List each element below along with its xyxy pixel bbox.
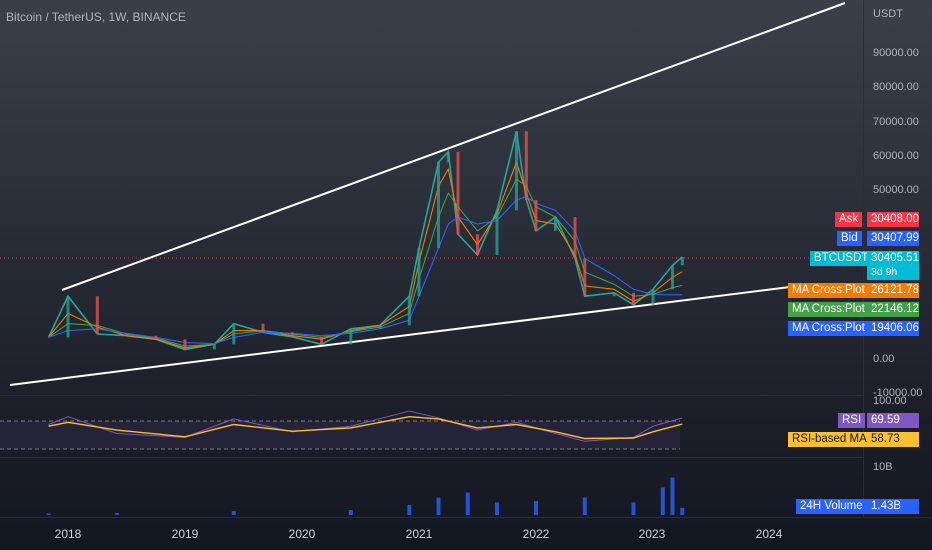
rsi-line bbox=[48, 410, 683, 442]
candle bbox=[534, 200, 538, 231]
bid-value: 30407.99 bbox=[867, 231, 919, 246]
candle bbox=[125, 334, 128, 336]
rsi-pane[interactable] bbox=[48, 410, 683, 442]
volume-pane[interactable] bbox=[46, 477, 685, 516]
candle bbox=[632, 292, 635, 305]
lower-trendline[interactable] bbox=[9, 286, 791, 386]
volume-bar bbox=[407, 505, 412, 515]
price-tick-label: 90000.00 bbox=[873, 47, 919, 59]
candle bbox=[456, 151, 460, 235]
candle bbox=[680, 257, 684, 266]
ma-fast-value: 26121.78 bbox=[867, 283, 919, 298]
candle bbox=[66, 296, 70, 338]
candle bbox=[183, 339, 187, 350]
candle bbox=[232, 323, 236, 345]
volume-bar bbox=[46, 513, 51, 515]
candle bbox=[212, 344, 216, 350]
price-axis-currency: USDT bbox=[873, 8, 903, 20]
volume-bar bbox=[495, 502, 499, 515]
last-price-value: 30405.51 bbox=[867, 251, 919, 266]
price-tick-label: 0.00 bbox=[873, 353, 894, 365]
time-axis-border bbox=[0, 517, 932, 518]
candle bbox=[154, 335, 158, 340]
ma-series-line bbox=[48, 195, 683, 345]
candle bbox=[476, 234, 479, 255]
ask-label: Ask bbox=[835, 212, 863, 227]
price-tick-label: 50000.00 bbox=[873, 184, 919, 196]
volume-bar bbox=[436, 497, 441, 515]
candle bbox=[612, 292, 616, 297]
time-axis-label: 2024 bbox=[756, 527, 783, 541]
price-tick-label: 70000.00 bbox=[873, 116, 919, 128]
candle bbox=[515, 131, 518, 211]
volume-bar bbox=[660, 487, 665, 515]
ask-value: 30408.00 bbox=[867, 212, 919, 227]
rsi-axis-tick: 100.00 bbox=[873, 395, 907, 407]
candle bbox=[573, 217, 577, 259]
time-axis-label: 2018 bbox=[55, 527, 82, 541]
candle bbox=[95, 296, 99, 334]
candle bbox=[320, 336, 323, 345]
candle bbox=[261, 323, 265, 333]
volume-bar bbox=[348, 510, 353, 515]
candle bbox=[651, 289, 655, 305]
price-tick-label: 60000.00 bbox=[873, 150, 919, 162]
candle bbox=[417, 248, 421, 297]
volume-axis-tick: 10B bbox=[873, 461, 893, 473]
ma-fast-label: MA Cross:Plot bbox=[788, 283, 869, 298]
volume-value: 1.43B bbox=[867, 499, 919, 514]
price-series-line bbox=[47, 131, 683, 351]
rsi-ma-line bbox=[48, 415, 683, 440]
ma-series-line bbox=[48, 178, 683, 347]
volume-bar bbox=[534, 501, 538, 515]
candle bbox=[495, 210, 499, 255]
volume-bar bbox=[582, 497, 587, 515]
ma-slow-label: MA Cross:Plot bbox=[788, 321, 869, 336]
upper-trendline[interactable] bbox=[61, 2, 846, 291]
time-axis-label: 2023 bbox=[639, 527, 666, 541]
pane-separator bbox=[0, 395, 863, 396]
candle bbox=[407, 296, 411, 326]
volume-label: 24H Volume bbox=[796, 499, 867, 514]
candle bbox=[437, 162, 440, 249]
rsi-ma-label: RSI-based MA bbox=[788, 432, 871, 447]
candle bbox=[446, 151, 450, 163]
candle bbox=[524, 131, 528, 200]
rsi-value: 69.59 bbox=[867, 413, 919, 428]
volume-bar bbox=[465, 492, 470, 515]
rsi-label: RSI bbox=[838, 413, 866, 428]
rsi-ma-value: 58.73 bbox=[867, 432, 919, 447]
time-axis-label: 2020 bbox=[289, 527, 316, 541]
pane-separator bbox=[0, 457, 863, 458]
volume-bar bbox=[114, 513, 119, 515]
time-axis-label: 2022 bbox=[523, 527, 550, 541]
price-tick-label: -10000.00 bbox=[873, 387, 923, 399]
ma-slow-value: 19406.06 bbox=[867, 321, 919, 336]
volume-bar bbox=[231, 511, 236, 515]
candle bbox=[554, 217, 557, 231]
price-tick-label: 80000.00 bbox=[873, 81, 919, 93]
rsi-band bbox=[0, 421, 680, 449]
ma-mid-value: 22146.12 bbox=[867, 302, 919, 317]
volume-bar bbox=[631, 502, 636, 515]
ma-series-line bbox=[48, 160, 683, 349]
candle bbox=[349, 328, 353, 345]
bid-label: Bid bbox=[837, 231, 862, 246]
candle bbox=[290, 332, 294, 337]
price-pane[interactable] bbox=[47, 131, 684, 351]
time-axis-label: 2019 bbox=[172, 527, 199, 541]
candle bbox=[583, 258, 587, 297]
bar-countdown: 3d 9h bbox=[867, 265, 919, 280]
candle bbox=[378, 325, 382, 329]
symbol-title[interactable]: Bitcoin / TetherUS, 1W, BINANCE bbox=[6, 10, 186, 24]
candle bbox=[671, 265, 674, 290]
time-axis-label: 2021 bbox=[406, 527, 433, 541]
ma-mid-label: MA Cross:Plot bbox=[788, 302, 869, 317]
volume-bar bbox=[670, 477, 675, 515]
volume-bar bbox=[680, 507, 685, 515]
symbol-price-label: BTCUSDT bbox=[810, 251, 873, 266]
